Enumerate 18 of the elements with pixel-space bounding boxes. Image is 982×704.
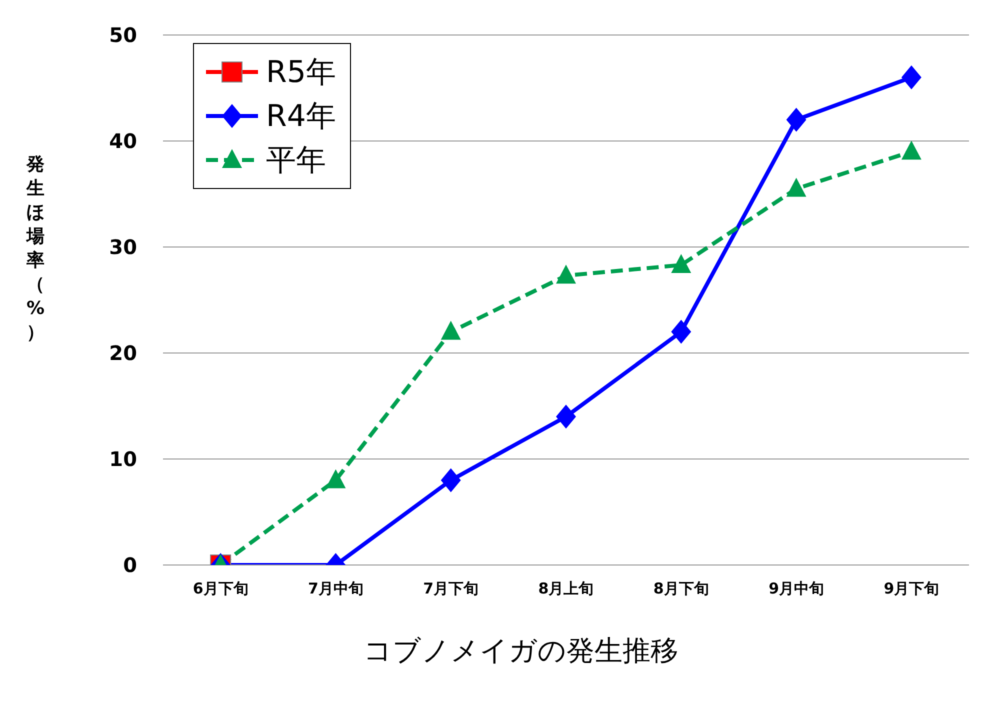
y-tick-label: 50	[109, 23, 137, 48]
x-tick-label: 8月上旬	[538, 580, 594, 598]
x-axis-title: コブノメイガの発生推移	[362, 633, 680, 669]
y-tick-label: 0	[123, 553, 137, 578]
y-tick-label: 40	[109, 129, 137, 154]
legend-label: R4年	[266, 98, 336, 136]
x-tick-label: 7月中旬	[308, 580, 364, 598]
x-tick-label: 7月下旬	[423, 580, 479, 598]
y-tick-label: 20	[109, 341, 137, 366]
x-tick-label: 9月下旬	[884, 580, 940, 598]
x-tick-label: 6月下旬	[192, 580, 248, 598]
x-tick-label: 8月下旬	[653, 580, 709, 598]
x-tick-label: 9月中旬	[768, 580, 824, 598]
legend-label: R5年	[266, 54, 336, 92]
y-tick-label: 10	[109, 447, 137, 472]
y-tick-label: 30	[109, 235, 137, 260]
y-axis-title: 発生ほ場率（%）	[26, 153, 45, 345]
legend-label: 平年	[266, 142, 326, 180]
